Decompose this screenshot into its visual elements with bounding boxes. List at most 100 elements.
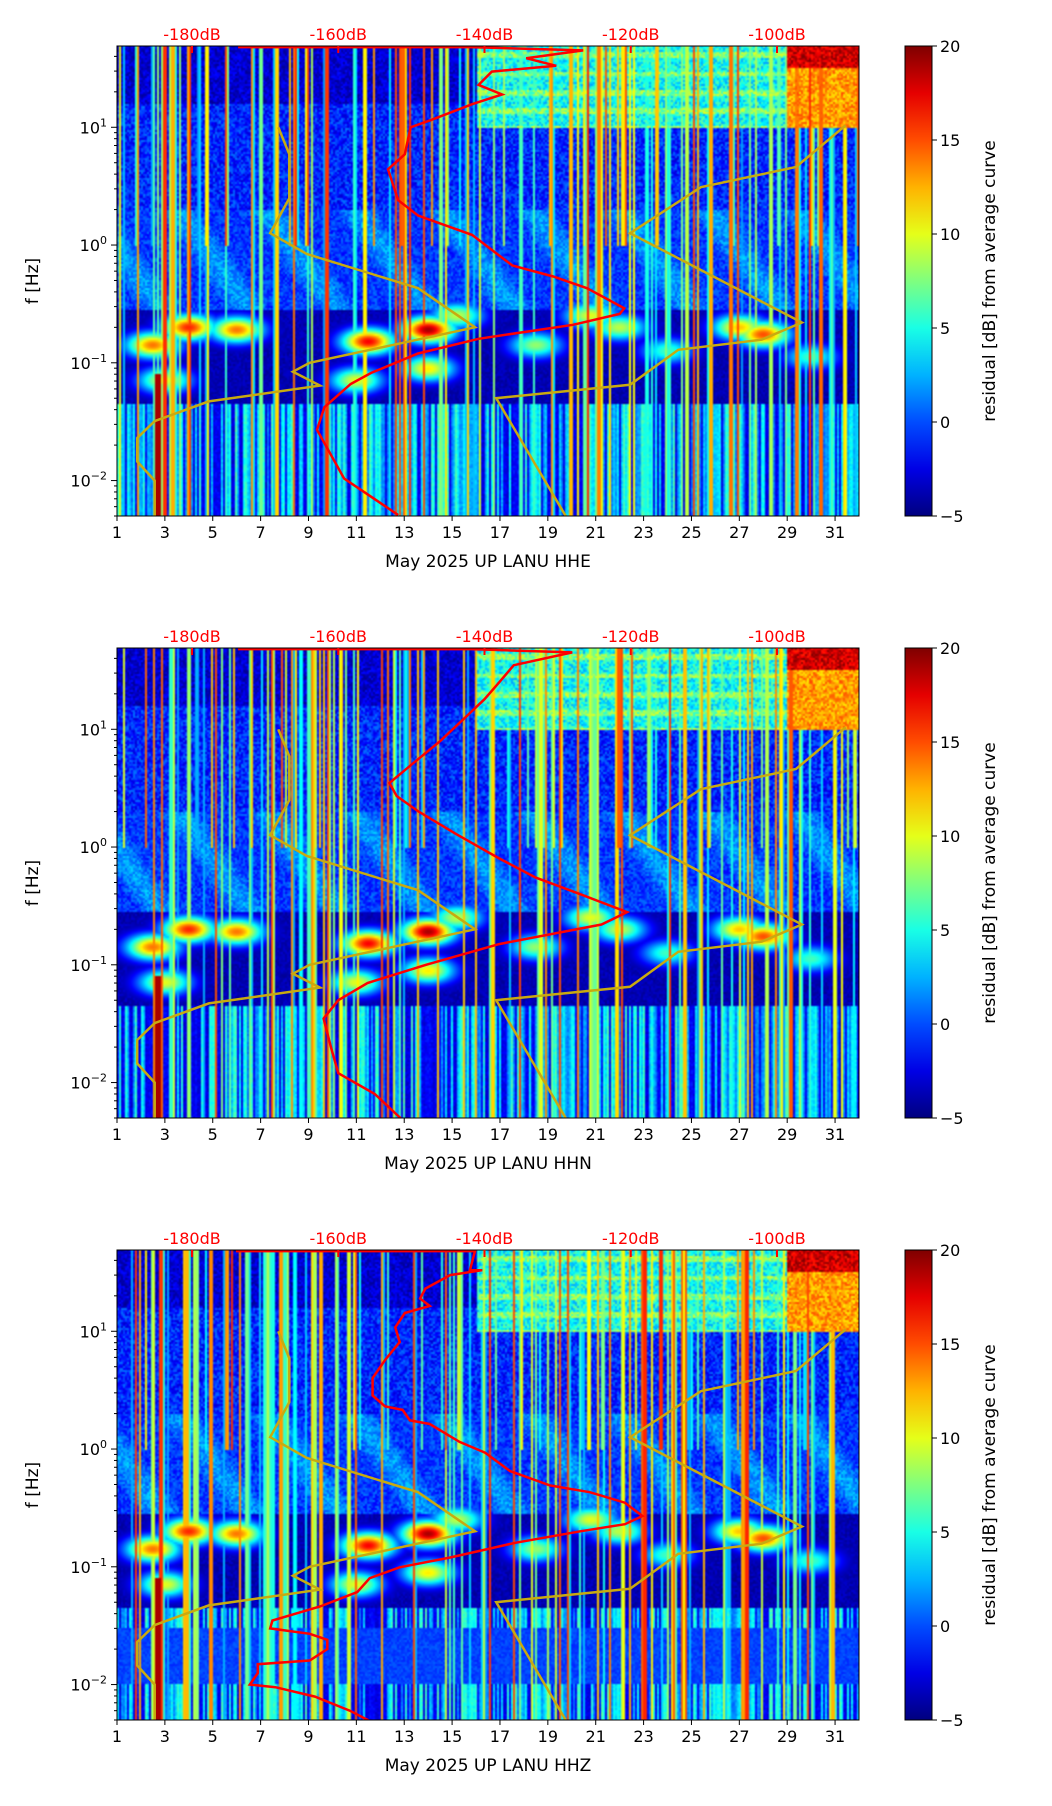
x-tick-label: 15 [442, 1727, 462, 1746]
colorbar-tick-label: 0 [940, 1617, 950, 1636]
plot-frame [116, 1249, 860, 1721]
colorbar-label: residual [dB] from average curve [980, 1344, 1000, 1625]
low-noise-model-line [135, 126, 479, 516]
y-tick-label: 10−1 [70, 352, 107, 373]
curves [135, 648, 847, 1118]
x-tick-label: 15 [442, 523, 462, 542]
y-tick-base: 10 [70, 472, 90, 491]
colorbar-tick-label: 0 [940, 413, 950, 432]
x-tick-label: 1 [112, 1125, 122, 1144]
colorbar-tick-label: −5 [940, 507, 964, 526]
x-tick-label: 9 [303, 1727, 313, 1746]
x-tick-label: 29 [777, 1125, 797, 1144]
top-db-tick-label: -180dB [163, 25, 220, 44]
colorbar-gradient [904, 45, 933, 517]
y-axis-label: f [Hz] [23, 258, 43, 304]
top-db-tick-label: -120dB [602, 25, 659, 44]
x-axis-label: May 2025 UP LANU HHZ [385, 1756, 592, 1776]
curves [135, 1250, 847, 1720]
top-db-tick-label: -140dB [456, 627, 513, 646]
y-tick-label: 101 [80, 116, 107, 137]
y-tick-label: 101 [80, 1320, 107, 1341]
y-axis-label: f [Hz] [23, 860, 43, 906]
top-db-tick-label: -160dB [310, 627, 367, 646]
y-tick-exponent: 1 [100, 1320, 107, 1333]
colorbar-tick-label: 0 [940, 1015, 950, 1034]
colorbar-tick-label: 20 [940, 1241, 960, 1260]
x-tick-label: 3 [160, 1125, 170, 1144]
low-noise-model-line [135, 1330, 479, 1720]
x-tick-label: 29 [777, 1727, 797, 1746]
y-tick-label: 100 [80, 836, 107, 857]
y-tick-exponent: −1 [91, 954, 107, 967]
x-tick-label: 19 [538, 1727, 558, 1746]
x-tick-label: 23 [633, 1727, 653, 1746]
psd-curve-line [238, 648, 631, 1118]
y-tick-label: 101 [80, 718, 107, 739]
colorbar-tick-label: 15 [940, 733, 960, 752]
x-tick-label: 11 [346, 1727, 366, 1746]
x-tick-label: 31 [825, 523, 845, 542]
x-tick-label: 11 [346, 1125, 366, 1144]
colorbar-tick-label: −5 [940, 1109, 964, 1128]
x-tick-label: 27 [729, 1125, 749, 1144]
psd-curve-line [235, 1250, 645, 1720]
x-tick-label: 25 [681, 1727, 701, 1746]
y-tick-label: 10−2 [70, 1072, 107, 1093]
x-tick-label: 7 [256, 523, 266, 542]
top-db-tick-label: -140dB [456, 1229, 513, 1248]
y-tick-label: 100 [80, 1438, 107, 1459]
x-tick-label: 31 [825, 1125, 845, 1144]
colorbar-tick-label: 15 [940, 131, 960, 150]
x-tick-label: 23 [633, 523, 653, 542]
high-noise-model-line [494, 1328, 847, 1720]
high-noise-model-line [494, 124, 847, 516]
colorbar-tick-label: 10 [940, 1429, 960, 1448]
x-tick-label: 27 [729, 523, 749, 542]
x-tick-label: 23 [633, 1125, 653, 1144]
colorbar-tick-label: 5 [940, 1523, 950, 1542]
colorbar-tick-label: 10 [940, 225, 960, 244]
y-tick-base: 10 [70, 1558, 90, 1577]
y-tick-base: 10 [80, 236, 100, 255]
x-tick-label: 7 [256, 1125, 266, 1144]
x-tick-label: 5 [208, 1727, 218, 1746]
x-tick-label: 31 [825, 1727, 845, 1746]
top-db-tick-label: -180dB [163, 627, 220, 646]
x-tick-label: 13 [394, 523, 414, 542]
colorbar-gradient [904, 1249, 933, 1721]
x-tick-label: 25 [681, 1125, 701, 1144]
colorbar-tick-label: −5 [940, 1711, 964, 1730]
y-tick-exponent: −2 [91, 470, 107, 483]
y-tick-exponent: −2 [91, 1674, 107, 1687]
y-tick-label: 100 [80, 234, 107, 255]
x-tick-label: 13 [394, 1727, 414, 1746]
colorbar-tick-label: 20 [940, 37, 960, 56]
colorbar-tick-label: 5 [940, 319, 950, 338]
x-tick-label: 3 [160, 1727, 170, 1746]
x-tick-label: 9 [303, 523, 313, 542]
colorbar: −5 0 5 10 15 20 residual [dB] from average cur… [904, 1241, 1000, 1730]
x-tick-label: 1 [112, 1727, 122, 1746]
y-tick-base: 10 [80, 1440, 100, 1459]
x-tick-label: 17 [490, 1727, 510, 1746]
top-db-tick-label: -180dB [163, 1229, 220, 1248]
y-tick-exponent: 0 [100, 1438, 107, 1451]
x-tick-label: 5 [208, 523, 218, 542]
x-tick-label: 17 [490, 523, 510, 542]
colorbar-tick-label: 5 [940, 921, 950, 940]
x-tick-label: 17 [490, 1125, 510, 1144]
low-noise-model-line [135, 728, 479, 1118]
colorbar: −5 0 5 10 15 20 residual [dB] from average cur… [904, 37, 1000, 526]
x-tick-label: 21 [586, 1727, 606, 1746]
spectrogram-image-hhe [117, 46, 859, 516]
plot-frame [116, 647, 860, 1119]
colorbar-tick-label: 10 [940, 827, 960, 846]
y-tick-exponent: 1 [100, 718, 107, 731]
x-tick-label: 13 [394, 1125, 414, 1144]
top-db-tick-label: -100dB [748, 1229, 805, 1248]
top-db-tick-label: -160dB [310, 25, 367, 44]
x-tick-label: 11 [346, 523, 366, 542]
